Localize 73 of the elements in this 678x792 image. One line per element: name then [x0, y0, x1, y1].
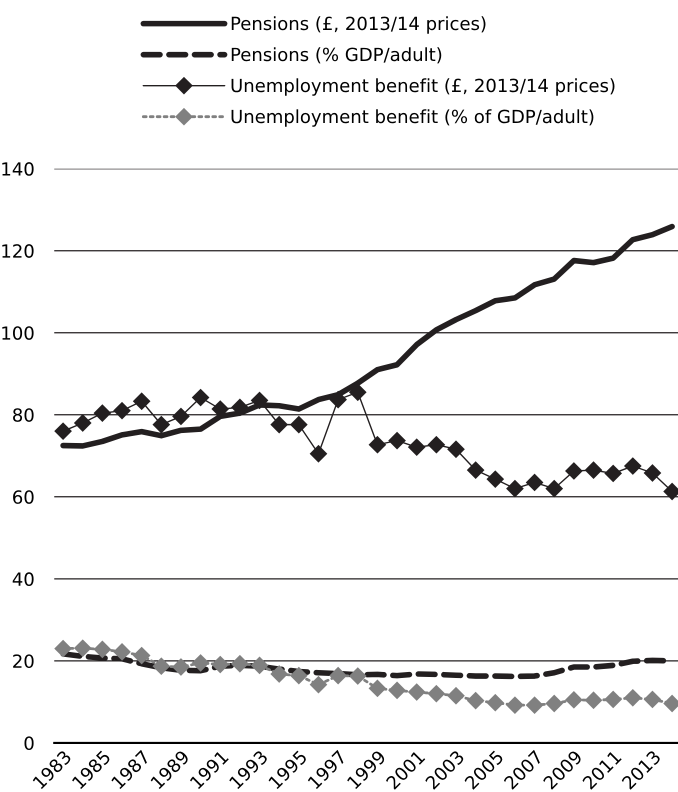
point [172, 658, 190, 676]
point [54, 640, 72, 658]
point [447, 440, 465, 458]
point [231, 655, 248, 672]
legend-label: Pensions (% GDP/adult) [232, 47, 442, 64]
y-tick-label: 20 [13, 654, 34, 668]
point [388, 682, 406, 699]
point [192, 654, 210, 672]
point [250, 392, 268, 409]
point [467, 462, 484, 479]
point [113, 402, 131, 420]
y-tick-label: 100 [2, 326, 34, 340]
legend-label: Unemployment benefit (£, 2013/14 prices) [232, 78, 614, 96]
point [133, 392, 150, 410]
point [54, 422, 72, 440]
point [486, 470, 504, 488]
point [250, 656, 268, 674]
point [113, 643, 131, 660]
point [546, 480, 563, 498]
point [506, 696, 524, 714]
y-tick-label: 140 [2, 162, 34, 176]
point [388, 432, 406, 450]
point [152, 416, 170, 434]
point [644, 690, 662, 708]
point [526, 696, 544, 714]
point [349, 384, 366, 401]
y-tick-label: 60 [13, 490, 34, 504]
point [212, 656, 229, 674]
point [428, 436, 445, 454]
point [74, 414, 92, 432]
point [74, 640, 92, 657]
point [152, 658, 170, 675]
point [604, 690, 622, 708]
point [428, 685, 445, 702]
point [192, 389, 210, 406]
legend-label: Pensions (£, 2013/14 prices) [232, 16, 486, 34]
y-tick-label: 120 [2, 244, 34, 258]
point [94, 404, 111, 422]
point [290, 416, 308, 434]
point [368, 680, 386, 697]
point [349, 667, 366, 685]
point [584, 462, 602, 479]
y-tick-label: 80 [13, 408, 34, 422]
y-tick-label: 40 [12, 572, 34, 586]
y-tick-label: 0 [24, 736, 34, 750]
point [330, 391, 347, 408]
point [447, 687, 465, 704]
point [310, 445, 328, 462]
point [94, 640, 111, 658]
point [604, 464, 622, 482]
point [408, 683, 426, 701]
point [330, 667, 347, 684]
point [565, 462, 582, 480]
point [546, 694, 563, 712]
point [408, 438, 426, 456]
point [133, 646, 150, 664]
point [290, 667, 308, 684]
point [526, 474, 544, 492]
point [584, 692, 602, 709]
point [486, 694, 504, 712]
point [644, 464, 662, 482]
point [624, 458, 642, 475]
point [467, 692, 484, 710]
point [565, 691, 582, 708]
point [624, 689, 642, 706]
point [172, 408, 190, 425]
point [231, 398, 248, 416]
legend-label: Unemployment benefit (% of GDP/adult) [232, 109, 594, 127]
point [310, 676, 328, 694]
point [368, 436, 386, 454]
point [506, 480, 524, 498]
point [270, 665, 288, 683]
point [270, 416, 288, 434]
